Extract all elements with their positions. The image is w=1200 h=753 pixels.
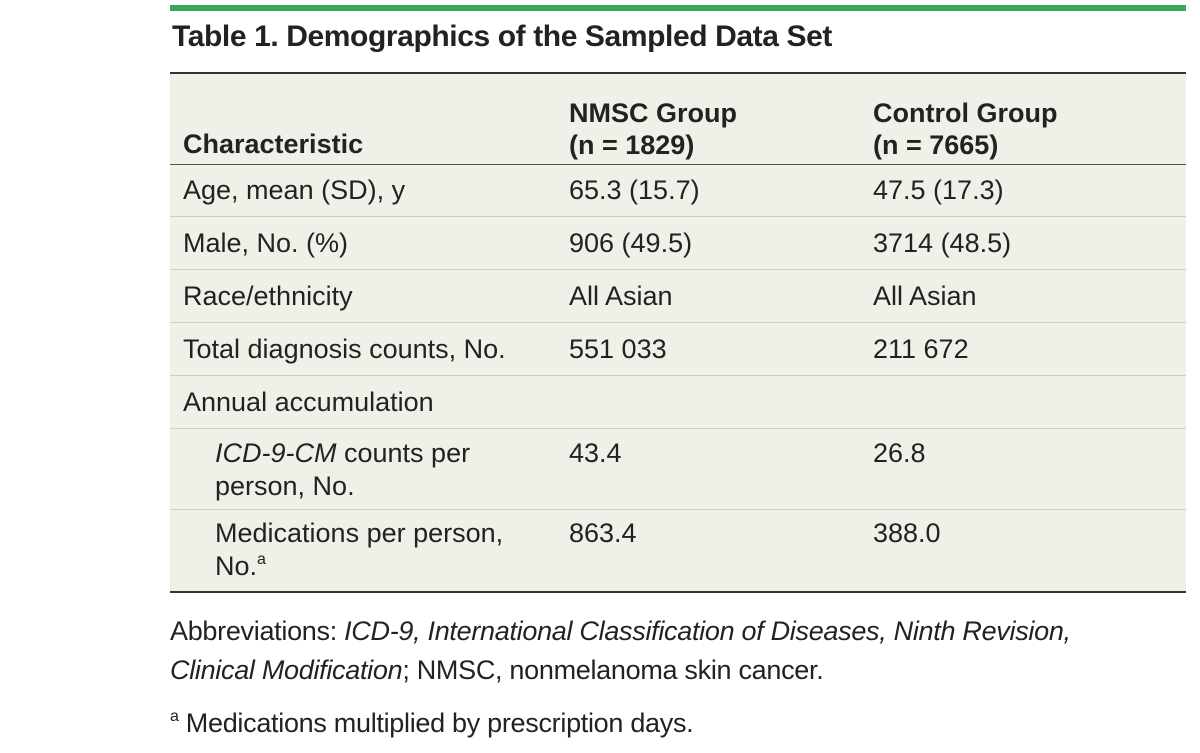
row-label: Male, No. (%)	[170, 216, 569, 270]
header-control-n: (n = 7665)	[873, 130, 999, 160]
table-row: Race/ethnicity All Asian All Asian	[170, 269, 1186, 323]
control-value: 211 672	[873, 322, 1186, 376]
control-value: 3714 (48.5)	[873, 216, 1186, 270]
nmsc-value	[569, 375, 873, 429]
footnote-a-marker: a	[170, 708, 179, 725]
section-label: Annual accumulation	[170, 375, 569, 429]
nmsc-value: 551 033	[569, 322, 873, 376]
row-label: ICD-9-CM counts per person, No.	[170, 428, 569, 510]
table-row: Age, mean (SD), y 65.3 (15.7) 47.5 (17.3…	[170, 164, 1186, 217]
control-value: 26.8	[873, 428, 1186, 510]
table-title: Table 1. Demographics of the Sampled Dat…	[172, 20, 832, 53]
abbrev-cm: Clinical Modification	[170, 655, 403, 685]
table-row: Total diagnosis counts, No. 551 033 211 …	[170, 322, 1186, 376]
control-value: 47.5 (17.3)	[873, 164, 1186, 217]
nmsc-value: 65.3 (15.7)	[569, 164, 873, 217]
row-label-line2: No.	[215, 551, 258, 581]
header-nmsc-name: NMSC Group	[569, 98, 737, 128]
abbrev-icd: ICD-9, International Classification of D…	[344, 616, 1071, 646]
abbrev-prefix: Abbreviations:	[170, 616, 345, 646]
nmsc-value: 906 (49.5)	[569, 216, 873, 270]
header-control-name: Control Group	[873, 98, 1058, 128]
nmsc-value: 43.4	[569, 428, 873, 510]
footnote-a-text: Medications multiplied by prescription d…	[178, 708, 694, 738]
demographics-table: Characteristic NMSC Group (n = 1829) Con…	[170, 72, 1186, 593]
row-label-line1: Medications per person,	[215, 518, 504, 548]
header-characteristic: Characteristic	[170, 74, 569, 165]
control-value	[873, 375, 1186, 429]
row-label: Total diagnosis counts, No.	[170, 322, 569, 376]
footnote-marker: a	[257, 551, 266, 568]
header-nmsc-n: (n = 1829)	[569, 130, 695, 160]
footnote-a: a Medications multiplied by prescription…	[170, 705, 694, 741]
abbreviations-note: Abbreviations: ICD-9, International Clas…	[170, 612, 1186, 690]
row-label: Age, mean (SD), y	[170, 164, 569, 217]
accent-bar	[170, 5, 1186, 11]
table-header-row: Characteristic NMSC Group (n = 1829) Con…	[170, 74, 1186, 165]
row-label-italic: ICD-9-CM	[215, 438, 337, 468]
table-row: ICD-9-CM counts per person, No. 43.4 26.…	[170, 428, 1186, 510]
table-row: Male, No. (%) 906 (49.5) 3714 (48.5)	[170, 216, 1186, 270]
nmsc-value: All Asian	[569, 269, 873, 323]
table-row: Medications per person, No.a 863.4 388.0	[170, 510, 1186, 591]
row-label: Race/ethnicity	[170, 269, 569, 323]
row-label-rest: counts per	[336, 438, 471, 468]
abbrev-rest: ; NMSC, nonmelanoma skin cancer.	[402, 655, 824, 685]
row-label-line2: person, No.	[215, 471, 355, 501]
table-row-section: Annual accumulation	[170, 375, 1186, 429]
header-control-group: Control Group (n = 7665)	[873, 74, 1186, 165]
header-nmsc-group: NMSC Group (n = 1829)	[569, 74, 873, 165]
control-value: All Asian	[873, 269, 1186, 323]
control-value: 388.0	[873, 518, 941, 548]
nmsc-value: 863.4	[569, 518, 637, 548]
row-label: Medications per person, No.a	[170, 510, 569, 591]
